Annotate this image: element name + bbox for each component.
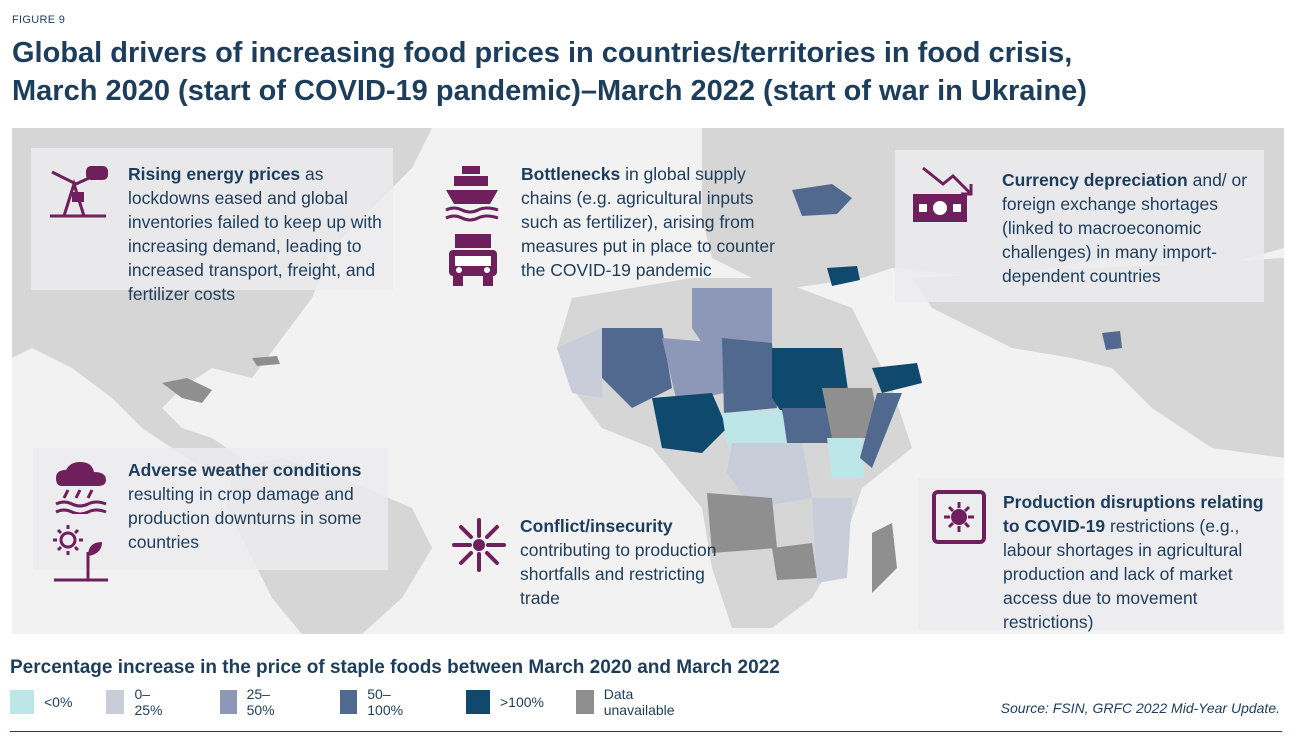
bangladesh-region (1102, 331, 1122, 350)
title-line-2: March 2020 (start of COVID-19 pandemic)–… (12, 75, 1087, 107)
legend-item-50-100: 50–100% (340, 686, 410, 718)
region-over-100-nigeria (652, 393, 727, 453)
region-25-50-north (692, 288, 772, 358)
legend-swatch (10, 690, 34, 714)
title-line-1: Global drivers of increasing food prices… (12, 37, 1073, 69)
legend-swatch (340, 690, 358, 714)
region-unavailable-angola (707, 493, 777, 553)
legend-item-0-25: 0–25% (106, 686, 168, 718)
region-50-100-somalia (860, 393, 902, 468)
bottlenecks-text: Bottlenecks in global supply chains (e.g… (521, 162, 793, 282)
weather-heading: Adverse weather conditions (128, 460, 362, 480)
bottom-rule (10, 731, 1282, 732)
region-50-100-west (602, 328, 672, 408)
conflict-icon (452, 518, 506, 572)
region-below-0-car (722, 410, 787, 446)
legend-item-over-100: >100% (466, 690, 544, 714)
conflict-body: contributing to production shortfalls an… (520, 540, 717, 608)
production-heading: Production disruptions relating to COVID… (1003, 492, 1264, 536)
currency-heading: Currency depreciation (1002, 170, 1188, 190)
panel-currency (895, 150, 1264, 302)
region-unavailable-madagascar (872, 523, 897, 593)
legend-swatch (466, 690, 490, 714)
energy-text: Rising energy prices as lockdowns eased … (128, 162, 396, 306)
legend-item-25-50: 25–50% (220, 686, 282, 718)
caribbean-island (252, 356, 280, 366)
figure-label: FIGURE 9 (12, 14, 66, 26)
region-0-25-west-coast (557, 328, 602, 398)
currency-body: and/ or foreign exchange shortages (link… (1002, 170, 1248, 286)
oil-pump-icon (50, 166, 108, 218)
legend-swatch (220, 690, 237, 714)
energy-heading: Rising energy prices (128, 164, 301, 184)
legend-label: 25–50% (246, 686, 275, 718)
region-over-100-yemen (872, 363, 922, 393)
legend-label: <0% (44, 694, 73, 710)
weather-body: resulting in crop damage and production … (128, 484, 362, 552)
legend-item-below-0: <0% (10, 690, 72, 714)
production-text: Production disruptions relating to COVID… (1003, 490, 1279, 634)
ukraine-region (792, 184, 852, 216)
region-0-25-mozambique (812, 498, 852, 583)
syria-region (827, 266, 860, 286)
central-america (162, 378, 212, 403)
bottlenecks-body: in global supply chains (e.g. agricultur… (521, 164, 775, 280)
conflict-heading: Conflict/insecurity (520, 516, 673, 536)
region-25-50-west (662, 338, 724, 403)
region-unavailable-zimbabwe (772, 543, 817, 580)
currency-down-icon (913, 166, 973, 222)
conflict-text: Conflict/insecurity contributing to prod… (520, 514, 720, 610)
weather-text: Adverse weather conditions resulting in … (128, 458, 386, 554)
legend-label: Data unavailable (603, 686, 675, 718)
legend-label: 0–25% (134, 686, 163, 718)
panel-production (918, 478, 1282, 630)
asia-landmass (912, 258, 1284, 458)
legend-swatch (576, 690, 594, 714)
legend-swatch (106, 690, 125, 714)
region-below-0-kenya (827, 438, 864, 478)
truck-icon (449, 234, 497, 286)
source-note: Source: FSIN, GRFC 2022 Mid-Year Update. (1000, 700, 1280, 716)
energy-body: as lockdowns eased and global inventorie… (128, 164, 382, 304)
region-0-25-drc (727, 443, 812, 508)
ship-icon (445, 166, 499, 222)
figure-title: Global drivers of increasing food prices… (12, 34, 1292, 110)
region-unavailable-ethiopia (822, 388, 882, 438)
storm-icon (55, 462, 107, 514)
legend-item-unavailable: Data unavailable (576, 686, 681, 718)
region-50-100-niger (722, 338, 777, 413)
legend-label: >100% (500, 694, 544, 710)
drought-icon (53, 525, 108, 582)
virus-icon (932, 490, 986, 544)
legend-label: 50–100% (367, 686, 404, 718)
currency-text: Currency depreciation and/ or foreign ex… (1002, 168, 1252, 288)
legend-title: Percentage increase in the price of stap… (10, 657, 780, 678)
bottlenecks-heading: Bottlenecks (521, 164, 621, 184)
production-body: restrictions (e.g., labour shortages in … (1003, 516, 1243, 632)
region-50-100-south-sudan (782, 408, 832, 443)
